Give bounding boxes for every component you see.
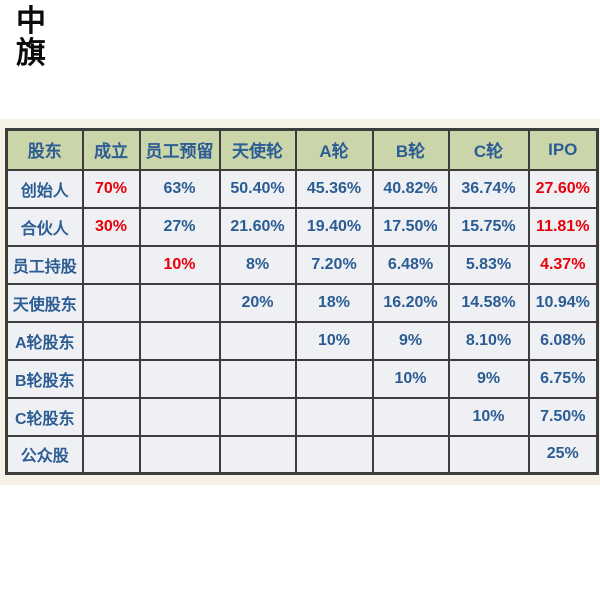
table-row-5: B轮股东 10% 9% 6.75%	[5, 358, 599, 399]
row-label-cell: 创始人	[5, 168, 84, 209]
value-cell	[81, 396, 141, 437]
header-cell-2: 员工预留	[138, 128, 221, 171]
table-row-6: C轮股东 10% 7.50%	[5, 396, 599, 437]
value-cell: 17.50%	[371, 206, 450, 247]
value-cell	[218, 358, 297, 399]
row-label-cell: B轮股东	[5, 358, 84, 399]
value-cell	[81, 434, 141, 475]
value-cell	[81, 244, 141, 285]
header-cell-3: 天使轮	[218, 128, 297, 171]
logo-char-1: 中	[16, 4, 46, 39]
table-row-3: 天使股东 20% 18% 16.20% 14.58% 10.94%	[5, 282, 599, 323]
value-cell: 5.83%	[447, 244, 530, 285]
value-cell: 15.75%	[447, 206, 530, 247]
table-row-2: 员工持股 10% 8% 7.20% 6.48% 5.83% 4.37%	[5, 244, 599, 285]
value-cell: 70%	[81, 168, 141, 209]
table-row-4: A轮股东 10% 9% 8.10% 6.08%	[5, 320, 599, 361]
equity-dilution-table: 股东 成立 员工预留 天使轮 A轮 B轮 C轮 IPO 创始人 70% 63% 50.40% 45.3…	[5, 128, 599, 475]
table-row-0: 创始人 70% 63% 50.40% 45.36% 40.82% 36.74% 27.60%	[5, 168, 599, 209]
value-cell: 50.40%	[218, 168, 297, 209]
row-label-cell: 公众股	[5, 434, 84, 475]
header-cell-1: 成立	[81, 128, 141, 171]
logo-char-2: 旗	[16, 36, 46, 71]
value-cell	[138, 434, 221, 475]
value-cell: 8%	[218, 244, 297, 285]
value-cell	[138, 396, 221, 437]
header-cell-7: IPO	[527, 128, 599, 171]
value-cell: 7.20%	[294, 244, 374, 285]
header-cell-6: C轮	[447, 128, 530, 171]
value-cell: 30%	[81, 206, 141, 247]
value-cell: 21.60%	[218, 206, 297, 247]
value-cell: 14.58%	[447, 282, 530, 323]
value-cell: 20%	[218, 282, 297, 323]
value-cell: 27.60%	[527, 168, 599, 209]
value-cell: 8.10%	[447, 320, 530, 361]
header-cell-0: 股东	[5, 128, 84, 171]
value-cell: 11.81%	[527, 206, 599, 247]
value-cell: 16.20%	[371, 282, 450, 323]
value-cell	[371, 396, 450, 437]
value-cell: 9%	[447, 358, 530, 399]
value-cell	[447, 434, 530, 475]
value-cell	[138, 320, 221, 361]
row-label-cell: C轮股东	[5, 396, 84, 437]
value-cell: 63%	[138, 168, 221, 209]
header-row: 股东 成立 员工预留 天使轮 A轮 B轮 C轮 IPO	[5, 128, 599, 171]
value-cell	[81, 358, 141, 399]
value-cell: 36.74%	[447, 168, 530, 209]
value-cell: 10%	[371, 358, 450, 399]
value-cell: 45.36%	[294, 168, 374, 209]
value-cell	[81, 320, 141, 361]
value-cell: 25%	[527, 434, 599, 475]
row-label-cell: 天使股东	[5, 282, 84, 323]
value-cell	[138, 358, 221, 399]
row-label-cell: 员工持股	[5, 244, 84, 285]
value-cell: 7.50%	[527, 396, 599, 437]
value-cell: 6.75%	[527, 358, 599, 399]
value-cell: 27%	[138, 206, 221, 247]
table-row-1: 合伙人 30% 27% 21.60% 19.40% 17.50% 15.75% 11.81%	[5, 206, 599, 247]
table-body: 创始人 70% 63% 50.40% 45.36% 40.82% 36.74% 27.60% 合…	[5, 168, 599, 475]
value-cell	[81, 282, 141, 323]
header-cell-5: B轮	[371, 128, 450, 171]
value-cell: 40.82%	[371, 168, 450, 209]
table-row-7: 公众股 25%	[5, 434, 599, 475]
row-label-cell: A轮股东	[5, 320, 84, 361]
value-cell	[294, 434, 374, 475]
row-label-cell: 合伙人	[5, 206, 84, 247]
value-cell	[294, 396, 374, 437]
value-cell: 10.94%	[527, 282, 599, 323]
value-cell: 9%	[371, 320, 450, 361]
header-cell-4: A轮	[294, 128, 374, 171]
value-cell	[218, 434, 297, 475]
value-cell: 4.37%	[527, 244, 599, 285]
value-cell: 10%	[447, 396, 530, 437]
value-cell: 18%	[294, 282, 374, 323]
value-cell: 6.08%	[527, 320, 599, 361]
company-logo: 中 旗	[16, 6, 46, 70]
value-cell: 10%	[294, 320, 374, 361]
value-cell: 6.48%	[371, 244, 450, 285]
value-cell	[371, 434, 450, 475]
value-cell	[218, 320, 297, 361]
value-cell	[218, 396, 297, 437]
value-cell: 19.40%	[294, 206, 374, 247]
value-cell	[138, 282, 221, 323]
value-cell: 10%	[138, 244, 221, 285]
value-cell	[294, 358, 374, 399]
